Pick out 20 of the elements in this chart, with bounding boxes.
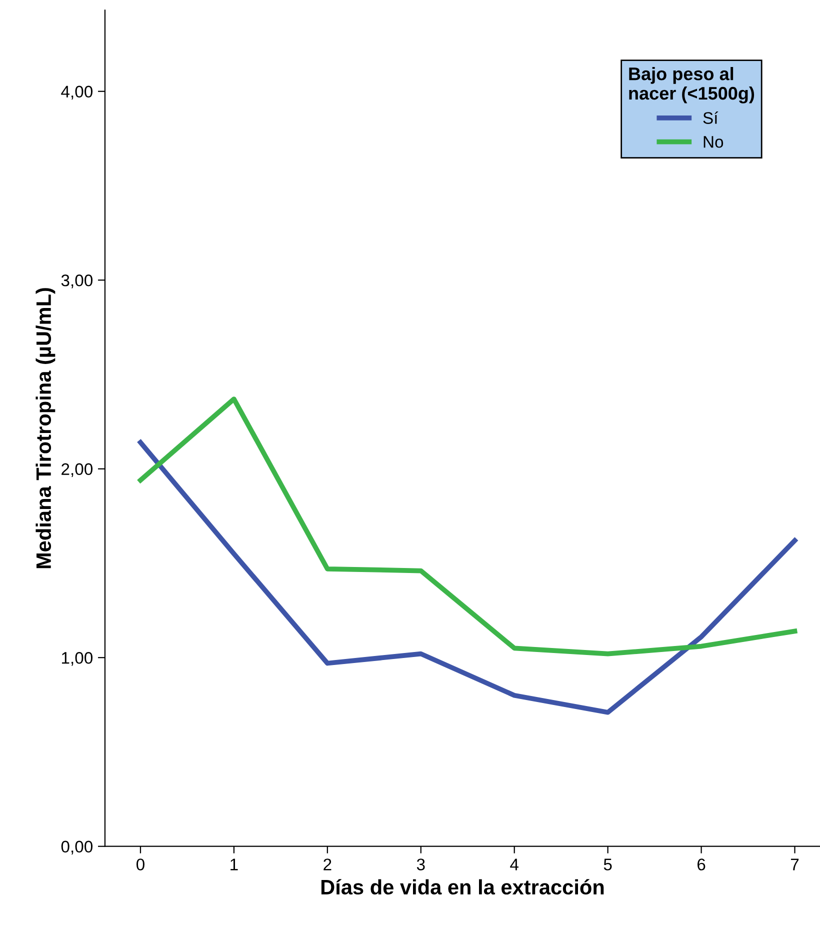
x-tick-label: 7 (790, 858, 799, 870)
x-tick-label: 6 (698, 858, 706, 870)
y-tick-label: 2,00 (62, 463, 93, 478)
x-tick-label: 5 (604, 858, 612, 870)
line-series (138, 440, 798, 715)
y-tick-label: 3,00 (61, 274, 93, 288)
x-axis-title: Días de vida en la extracción (321, 879, 604, 895)
legend-label: No (704, 136, 724, 148)
x-tick-label: 2 (324, 858, 332, 870)
x-tick-label: 1 (230, 858, 238, 870)
y-tick-label: 0,00 (61, 840, 93, 855)
x-tick-label: 0 (136, 858, 144, 870)
y-tick-label: 4,00 (61, 86, 93, 100)
x-tick-label: 4 (510, 858, 519, 870)
legend-title: Bajo peso al nacer (<1500g) (629, 67, 754, 104)
line-series (138, 396, 798, 656)
x-tick-label: 3 (416, 858, 425, 870)
y-tick-label: 1,00 (62, 652, 93, 666)
y-axis-title: Mediana Tirotropina (µU/mL) (36, 288, 56, 568)
legend-label: Sí (703, 112, 718, 124)
